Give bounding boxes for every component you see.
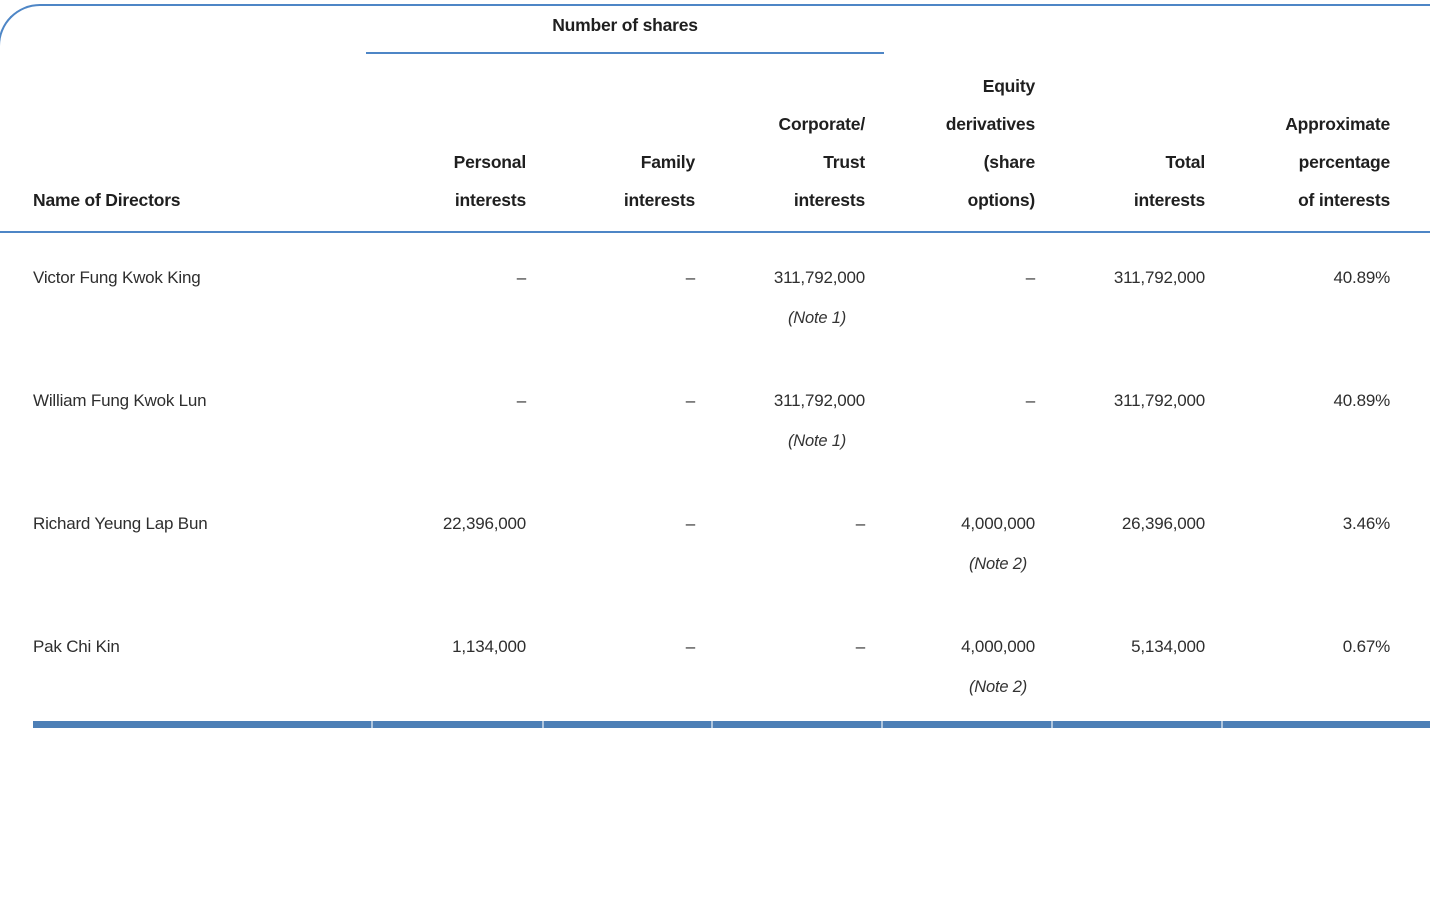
cell-percentage: 40.89% (1333, 391, 1391, 410)
column-separator (371, 721, 373, 728)
column-header-name: Name of Directors (0, 0, 372, 233)
column-separator (1051, 721, 1053, 728)
cell-equity-derivatives: – (1025, 391, 1035, 410)
note-reference: (Note 2) (968, 555, 1027, 573)
cell-equity-derivatives: 4,000,000 (Note 2) (882, 602, 1052, 725)
column-header-approximate-percentage: Approximate percentage of interests (1222, 0, 1430, 233)
cell-personal-interests: – (516, 268, 526, 287)
cell-personal-interests: 1,134,000 (452, 637, 526, 656)
table-row-victor-fung-kwok-king: Victor Fung Kwok King – – 311,792,000 (N… (0, 233, 1430, 356)
column-header-total-interests: Total interests (1052, 0, 1222, 233)
column-separator (1221, 721, 1223, 728)
table-row-pak-chi-kin: Pak Chi Kin 1,134,000 – – 4,000,000 (Not… (0, 602, 1430, 725)
cell-percentage: 0.67% (1342, 637, 1390, 656)
cell-personal-interests: – (516, 391, 526, 410)
cell-percentage: 3.46% (1342, 514, 1390, 533)
group-header-underline (366, 52, 884, 54)
table-row-richard-yeung-lap-bun: Richard Yeung Lap Bun 22,396,000 – – 4,0… (0, 479, 1430, 602)
cell-corporate-trust-interests: 311,792,000 (Note 1) (712, 356, 882, 479)
column-separator (711, 721, 713, 728)
header-row: Name of Directors Personal interests Fam… (0, 0, 1430, 233)
cell-value: 311,792,000 (773, 391, 865, 410)
note-reference: (Note 1) (787, 309, 846, 327)
cell-director-name: Victor Fung Kwok King (33, 268, 201, 287)
table-row-william-fung-kwok-lun: William Fung Kwok Lun – – 311,792,000 (N… (0, 356, 1430, 479)
cell-total-interests: 311,792,000 (1113, 391, 1205, 410)
cell-director-name: William Fung Kwok Lun (33, 391, 207, 410)
cell-family-interests: – (685, 391, 695, 410)
note-reference: (Note 2) (968, 678, 1027, 696)
cell-equity-derivatives: 4,000,000 (Note 2) (882, 479, 1052, 602)
cell-director-name: Richard Yeung Lap Bun (33, 514, 208, 533)
cell-personal-interests: 22,396,000 (442, 514, 526, 533)
table-bottom-rule (33, 721, 1430, 728)
column-separator (542, 721, 544, 728)
directors-interests-table: Name of Directors Personal interests Fam… (0, 0, 1430, 725)
cell-total-interests: 26,396,000 (1121, 514, 1205, 533)
cell-corporate-trust-interests: – (855, 514, 865, 533)
cell-value: 4,000,000 (961, 637, 1035, 656)
cell-value: 311,792,000 (773, 268, 865, 287)
cell-percentage: 40.89% (1333, 268, 1391, 287)
cell-value: 4,000,000 (961, 514, 1035, 533)
cell-corporate-trust-interests: 311,792,000 (Note 1) (712, 233, 882, 356)
cell-equity-derivatives: – (1025, 268, 1035, 287)
cell-corporate-trust-interests: – (855, 637, 865, 656)
cell-total-interests: 311,792,000 (1113, 268, 1205, 287)
cell-family-interests: – (685, 514, 695, 533)
cell-director-name: Pak Chi Kin (33, 637, 120, 656)
column-header-family-interests: Family interests (543, 0, 712, 233)
group-header-number-of-shares: Number of shares (552, 15, 698, 35)
cell-family-interests: – (685, 637, 695, 656)
cell-family-interests: – (685, 268, 695, 287)
note-reference: (Note 1) (787, 432, 846, 450)
column-header-corporate-trust-interests: Corporate/ Trust interests (712, 0, 882, 233)
column-header-equity-derivatives: Equity derivatives (share options) (882, 0, 1052, 233)
cell-total-interests: 5,134,000 (1131, 637, 1205, 656)
column-separator (881, 721, 883, 728)
column-header-personal-interests: Personal interests (372, 0, 543, 233)
